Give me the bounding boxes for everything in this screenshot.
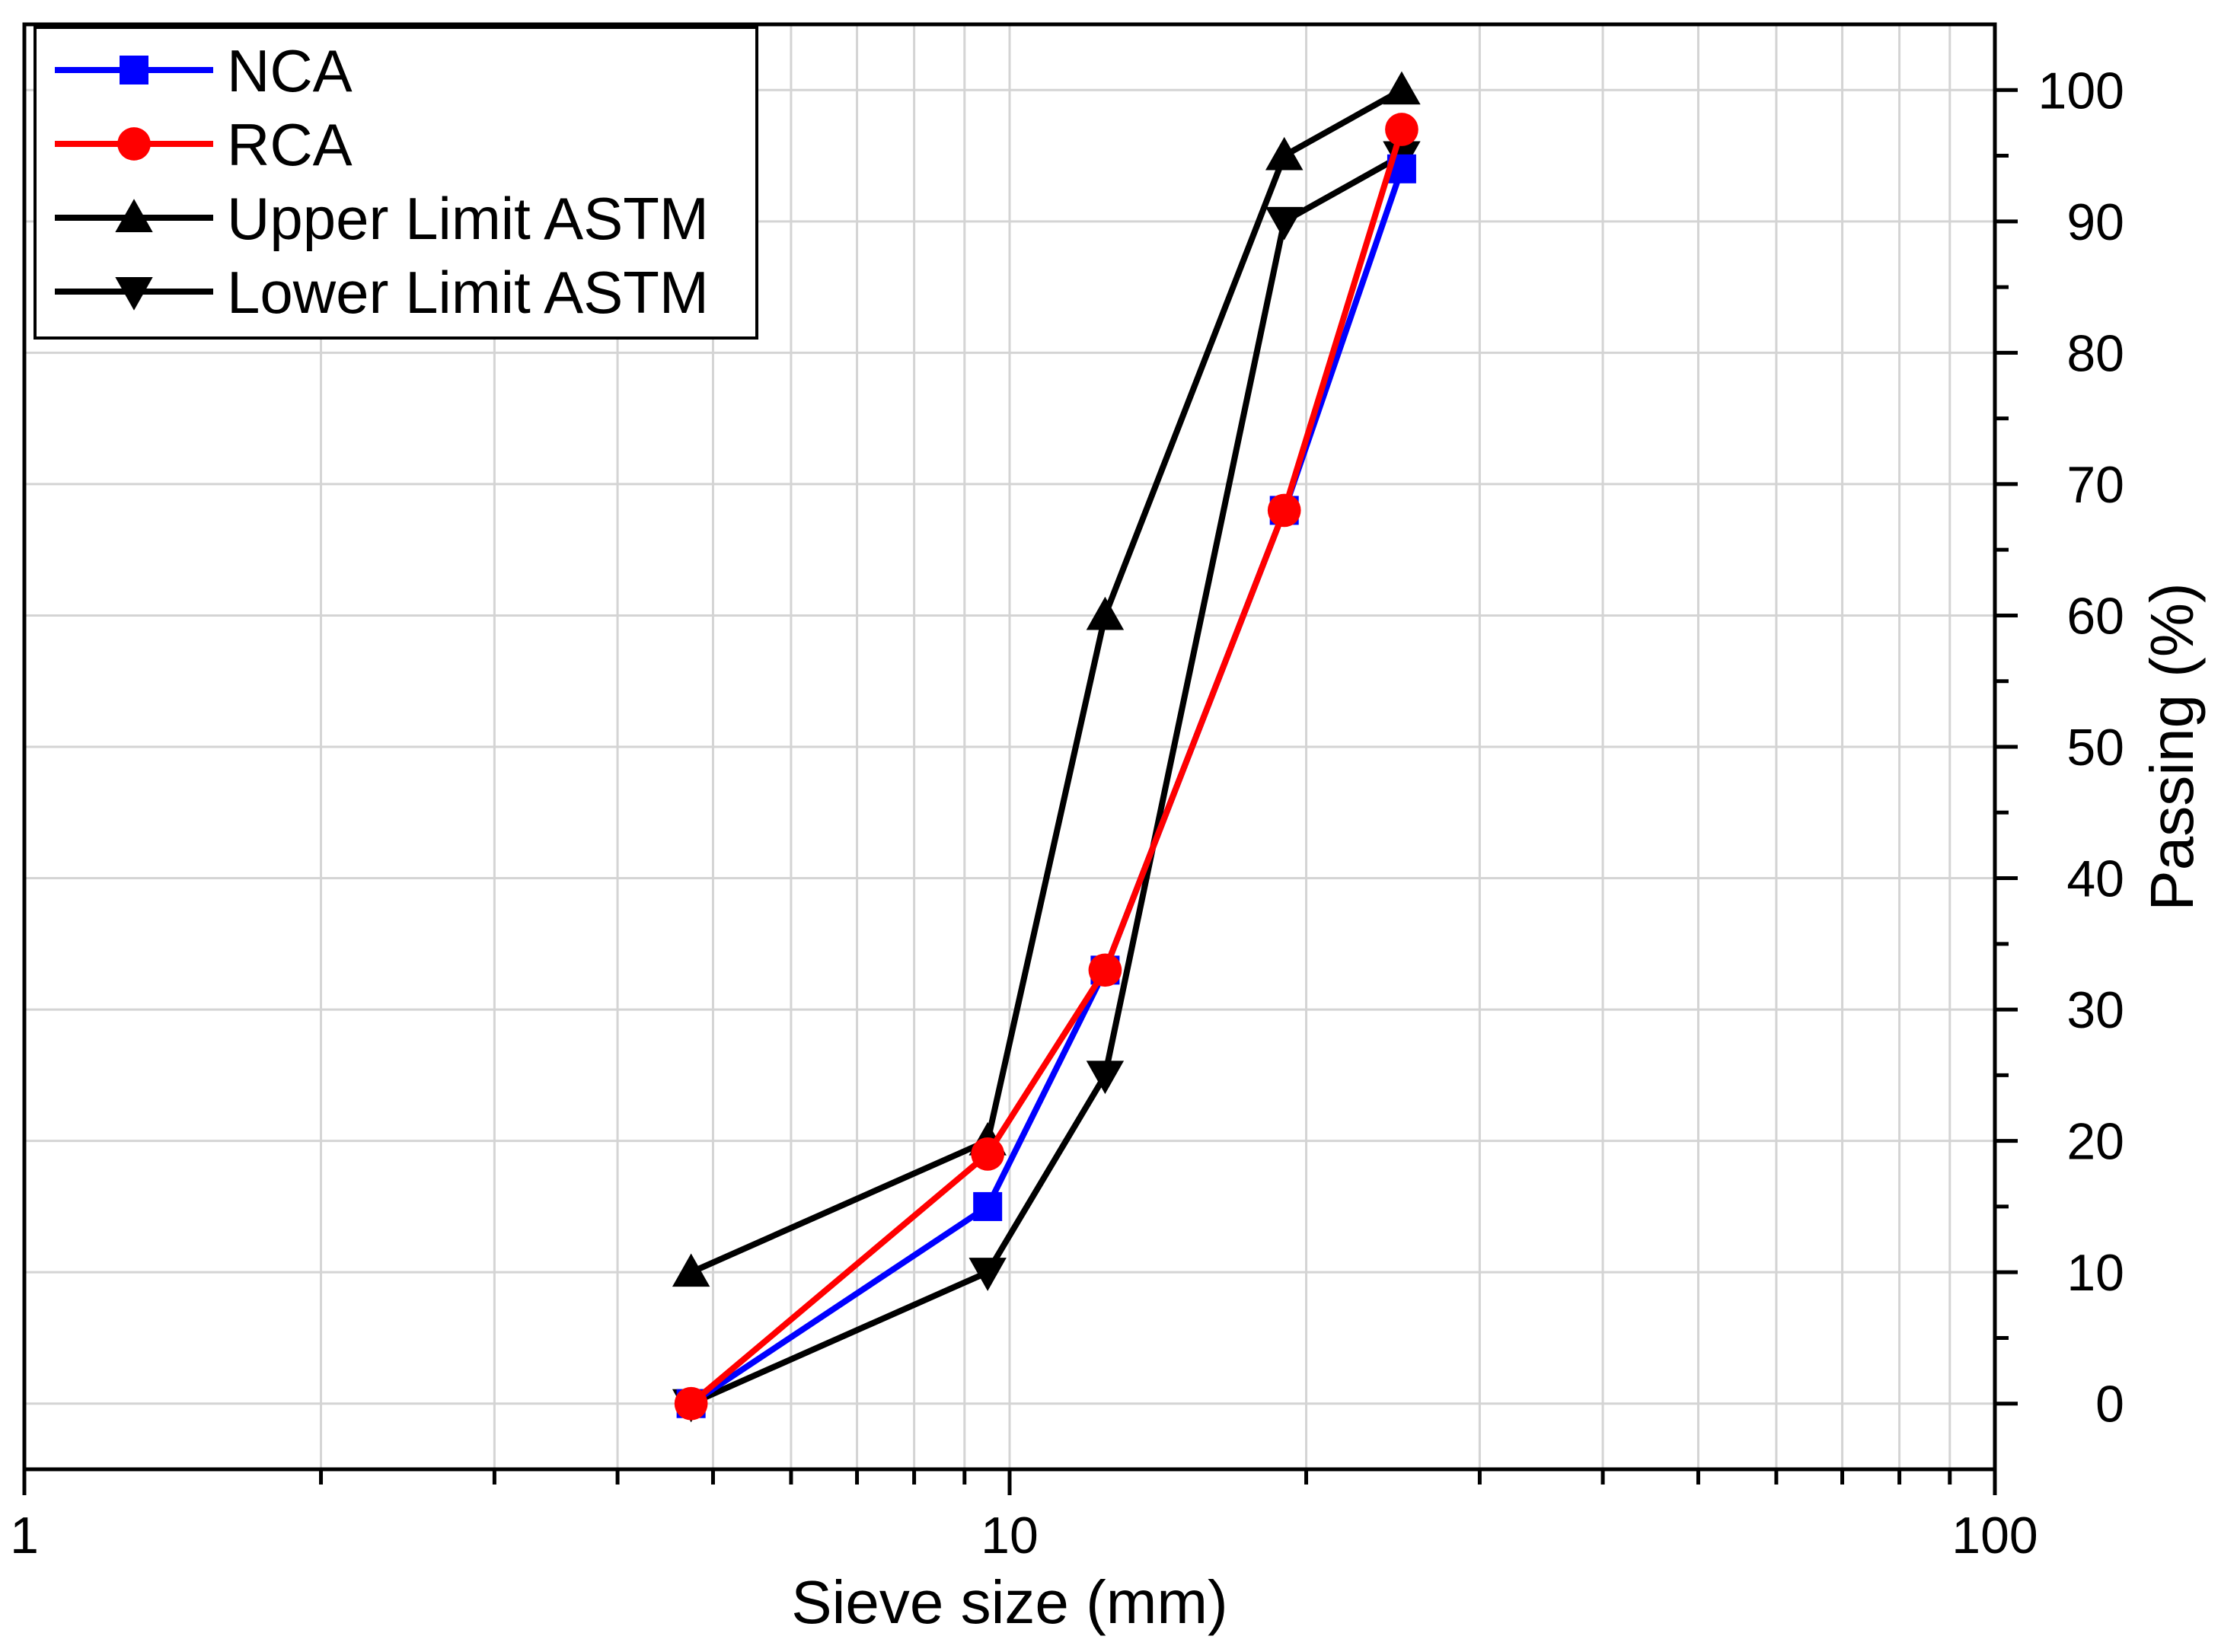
data-point-upper-limit-astm [1265,136,1304,171]
legend-marker-lower-limit-astm [115,277,153,311]
x-tick-label: 1 [10,1507,39,1564]
y-tick-label: 100 [2038,62,2124,120]
data-point-upper-limit-astm [1086,596,1125,630]
data-point-rca [1385,113,1418,146]
y-tick-label: 30 [2066,981,2124,1039]
y-axis-title: Passing (%) [2138,582,2206,911]
data-point-rca [971,1137,1005,1171]
data-point-rca [1088,953,1122,987]
data-point-lower-limit-astm [1265,206,1304,241]
legend-marker-upper-limit-astm [115,199,153,232]
x-tick-label: 100 [1951,1507,2038,1564]
data-point-upper-limit-astm [1383,71,1421,105]
x-axis-title: Sieve size (mm) [791,1568,1227,1636]
y-tick-label: 60 [2066,587,2124,645]
legend-label-lower-limit-astm: Lower Limit ASTM [227,259,709,326]
legend-marker-nca [120,56,148,85]
y-tick-label: 70 [2066,456,2124,514]
axis-labels: 1 10 100 0 10 20 30 40 50 60 70 80 90 100 Sieve size (… [10,62,2206,1636]
y-tick-label: 20 [2066,1113,2124,1171]
data-point-lower-limit-astm [1086,1060,1125,1095]
legend-box [34,26,758,340]
y-tick-label: 40 [2066,850,2124,908]
data-point-rca [674,1386,708,1421]
data-point-upper-limit-astm [672,1253,710,1287]
series-rca [674,113,1418,1421]
y-tick-label: 10 [2066,1244,2124,1302]
y-tick-label: 0 [2095,1376,2124,1434]
data-point-rca [1267,493,1301,528]
legend-label-upper-limit-astm: Upper Limit ASTM [227,185,709,252]
axis-ticks [22,88,2018,1495]
series-layer [672,71,1421,1423]
y-tick-label: 50 [2066,719,2124,777]
data-point-nca [973,1191,1003,1221]
data-point-lower-limit-astm [969,1258,1007,1291]
x-tick-label: 10 [981,1507,1039,1564]
legend-label-rca: RCA [227,111,353,178]
legend: NCA RCA Upper Limit ASTM Lower Limit ASTM [34,26,758,340]
y-tick-label: 90 [2066,193,2124,251]
legend-marker-rca [117,127,151,161]
y-tick-label: 80 [2066,324,2124,382]
legend-label-nca: NCA [227,37,353,104]
